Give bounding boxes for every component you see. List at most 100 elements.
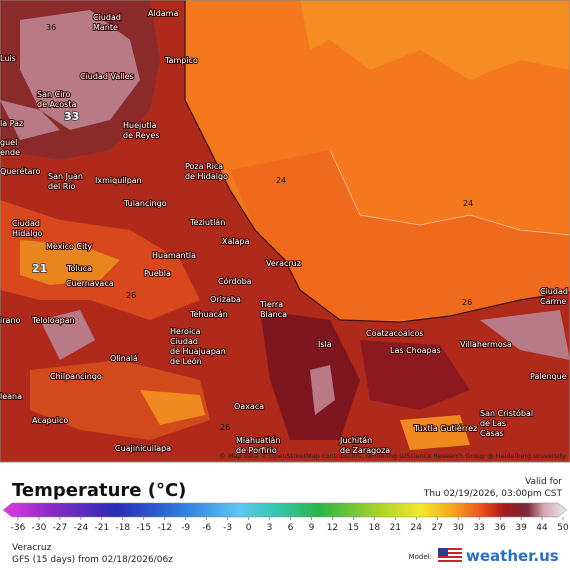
city-label: San Cristóbal [480,408,533,418]
city-label: Tulancingo [123,199,167,208]
colorbar-tick-label: 15 [348,523,359,533]
city-label: San Juan [48,172,83,181]
model-run: GFS (15 days) from 02/18/2026/06z [12,555,173,565]
hot-spot [310,365,335,415]
city-label: Acapulco [32,416,68,425]
city-label: Villahermosa [460,340,512,349]
colorbar-tick-label: 0 [246,523,252,533]
valid-label: Valid for [525,477,562,487]
colorbar-tick-label: 3 [267,523,273,533]
brand: weather.us [466,547,559,565]
colorbar-tick-label: 12 [327,523,338,533]
location: Veracruz [12,543,52,553]
colorbar-tick-label: -6 [202,523,211,533]
colorbar-tick-label: -9 [181,523,190,533]
colorbar-tick-label: 50 [557,523,569,533]
city-label: Huejutla [123,121,157,130]
city-label: Blanca [260,310,287,319]
city-label: Toluca [66,264,92,273]
city-label: Teloloapan [31,316,75,325]
city-label: ende [0,148,20,157]
city-label: Isla [318,340,332,349]
sea-near-coast [230,150,570,320]
city-label: Heroica [170,327,201,336]
city-label: Casas [480,429,504,438]
colorbar-tick-label: 36 [494,523,506,533]
coastline [184,0,570,323]
colorbar-tick-label: -36 [11,523,26,533]
city-label: Olinalá [110,354,138,363]
valid-time: Thu 02/19/2026, 03:00pm CST [423,489,563,499]
city-label: Carme [540,297,566,306]
city-label: Aldama [148,9,178,18]
city-label: Ciudad [540,287,568,296]
city-label: de Acosta [37,100,76,109]
city-label: Tampico [164,56,198,65]
hot-highland [20,10,140,130]
colorbar-tick-label: -18 [115,523,130,533]
sea-warm [300,0,570,80]
contour-label: 33 [64,110,79,123]
contour-label: 36 [46,23,56,32]
city-label: la Paz [0,119,23,128]
hot-spot-east [480,310,570,360]
city-label: Oaxaca [234,402,264,411]
city-label: irano [0,316,20,325]
city-label: Ciudad [170,337,198,346]
city-label: Mexico City [46,242,92,251]
city-label: Ciudad Valles [80,72,134,81]
city-label: Ixmiquilpan [95,176,142,185]
colorbar-tick-label: 24 [411,523,423,533]
city-label: San Ciro [37,90,71,99]
city-label: de Zaragoza [340,446,390,455]
hot-spot-west [0,100,95,360]
legend-title: Temperature (°C) [12,480,186,501]
city-label: del Río [48,182,76,191]
city-label: Huamantla [152,251,196,260]
colorbar-tick-label: -30 [32,523,47,533]
colorbar-tick-label: 21 [390,523,401,533]
flag [438,548,462,563]
colorbar-tick-label: 33 [473,523,484,533]
colorbar-tick-label: -3 [223,523,232,533]
city-label: Las Choapas [390,346,441,355]
colorbar-tick-label: 6 [288,523,294,533]
city-label: Córdoba [218,276,252,286]
city-label: de León [170,356,202,366]
city-label: Mante [93,23,118,32]
city-label: Teziutlán [189,218,225,227]
hot-plain-east [360,340,470,410]
colorbar-tick-label: 44 [536,523,548,533]
city-label: Poza Rica [185,162,223,171]
city-label: Miahuatlán [236,436,280,445]
city-label: Puebla [144,269,171,278]
attribution: © Map data © OpenStreetMap contributors,… [219,452,566,460]
colorbar-tick-label: 27 [432,523,443,533]
colorbar-tick-label: -12 [157,523,172,533]
city-label: Tierra [259,300,283,309]
colorbar-tick-label: -15 [136,523,151,533]
city-label: Cuernavaca [66,279,114,288]
city-label: Veracruz [266,259,301,268]
city-label: Tehuacán [189,310,228,319]
colorbar-tick-label: 9 [309,523,315,533]
city-label: Palenque [530,372,567,381]
city-label: de Huajuapan [170,347,226,356]
city-label: Hidalgo [12,229,43,238]
colorbar-tick-label: -27 [53,523,68,533]
city-label: Querétaro [0,166,40,176]
colorbar-tick-label: 30 [452,523,464,533]
city-label: Ciudad [12,219,40,228]
contour-label: 26 [462,298,472,307]
cool-basin [20,240,120,285]
colorbar-tick-label: 18 [369,523,381,533]
colorbar-tick-label: -21 [94,523,109,533]
contour-label: 26 [126,291,136,300]
model-label: Model: [409,553,432,561]
contour-label: 21 [32,262,47,275]
contour-label: 26 [220,423,230,432]
city-label: de Las [480,419,506,428]
city-label: Luis [0,54,16,63]
